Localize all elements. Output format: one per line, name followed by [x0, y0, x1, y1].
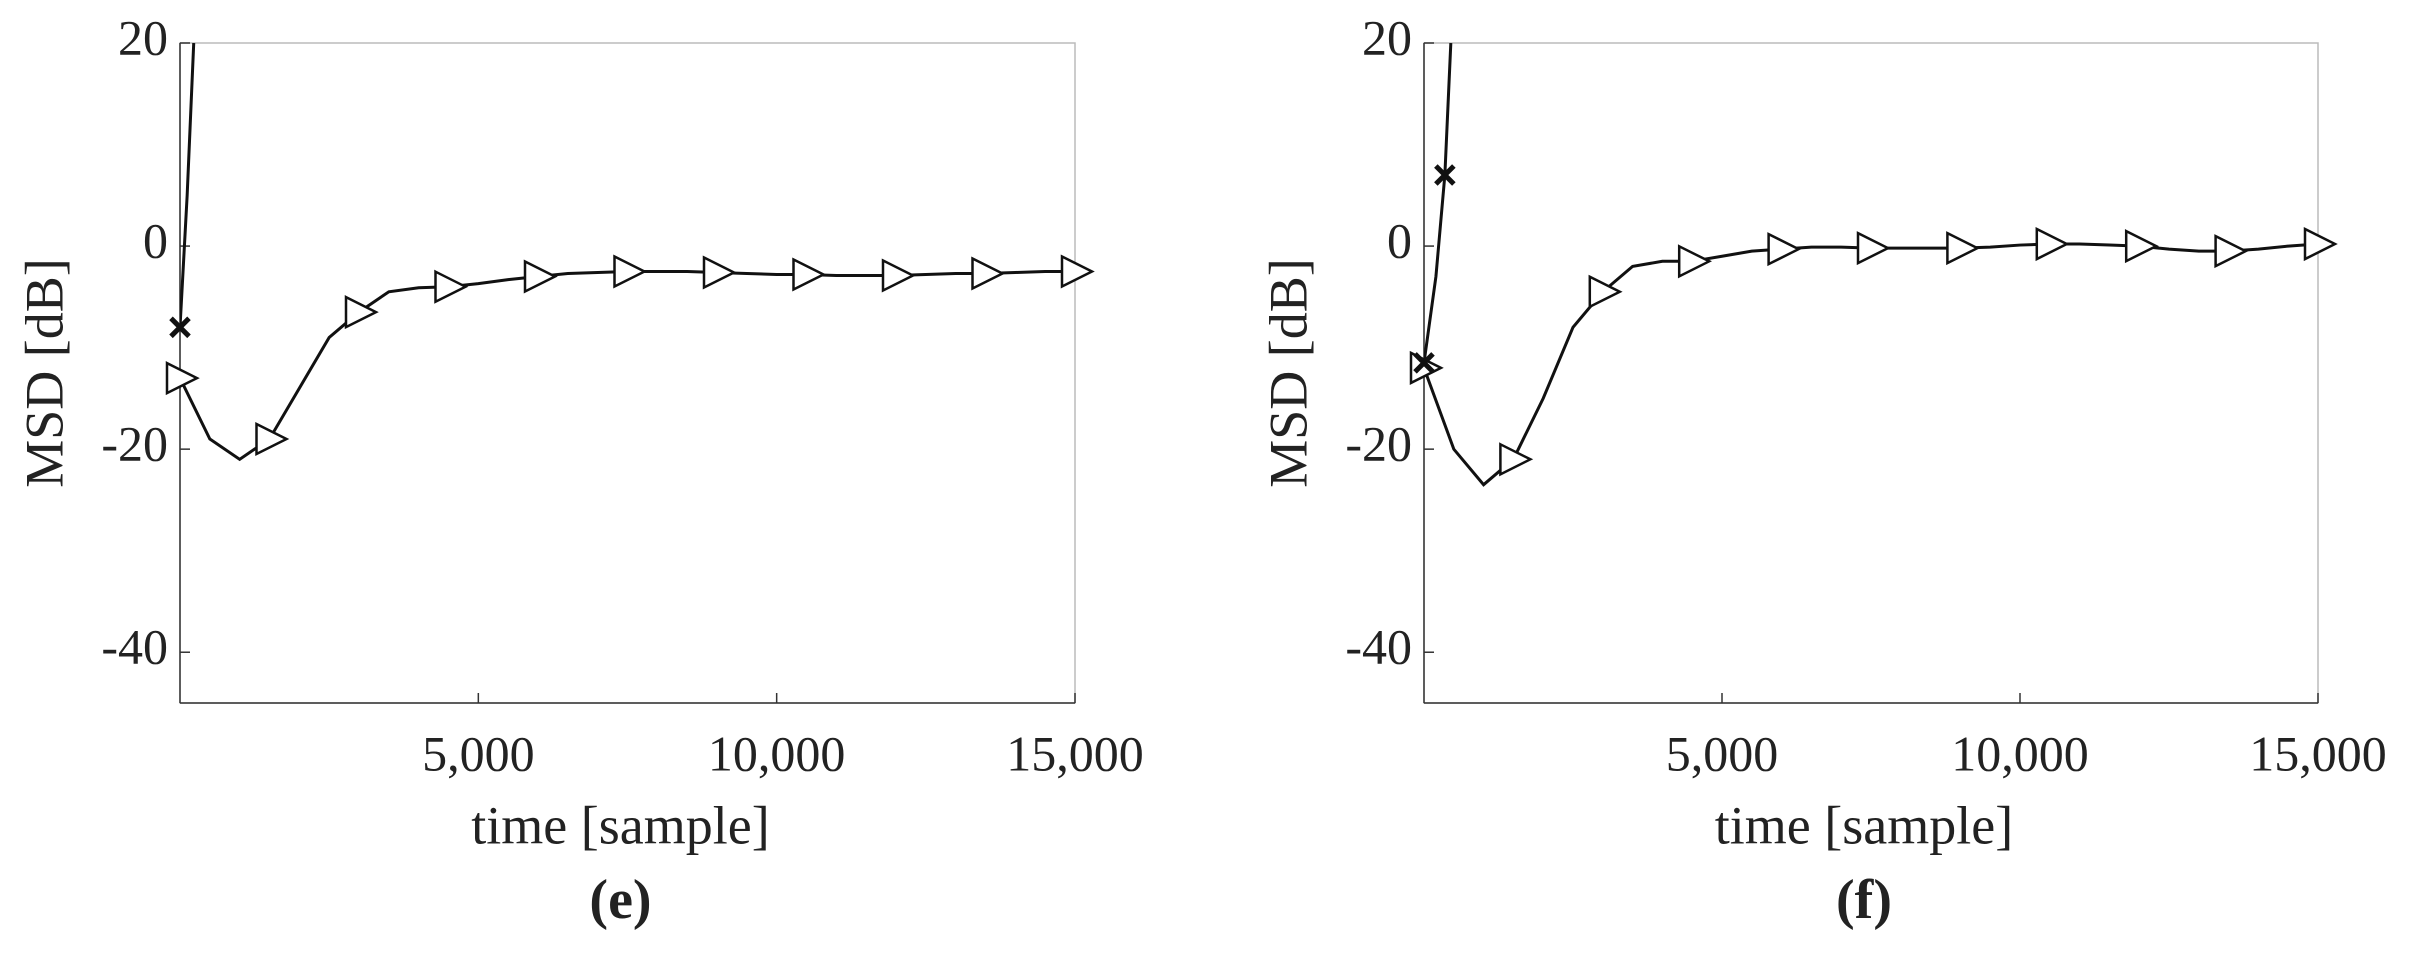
triangle-marker — [1499, 442, 1534, 477]
y-tick-label: 0 — [1387, 213, 1412, 269]
plot-frame — [179, 42, 1076, 704]
x-tick-label: 10,000 — [708, 725, 846, 781]
series-line — [1424, 242, 2318, 487]
triangle-marker — [702, 255, 737, 290]
x-axis-label: time [sample] — [1715, 795, 2013, 855]
triangle-marker — [165, 361, 200, 396]
chart-panel: -40 -20 0 20 5,000 10,000 15,000 time [sample] M… — [1258, 9, 2386, 930]
cross-marker — [169, 316, 191, 339]
triangle-marker — [881, 258, 916, 293]
triangle-marker — [1588, 274, 1623, 309]
y-tick-label: -20 — [1345, 416, 1412, 472]
y-tick-label: 0 — [143, 213, 168, 269]
y-tick-label: -20 — [101, 416, 168, 472]
triangle-marker — [1946, 231, 1981, 266]
y-tick-label: 20 — [118, 9, 168, 65]
y-tick-label: -40 — [1345, 619, 1412, 675]
triangle-marker — [613, 254, 648, 289]
y-tick-label: -40 — [101, 619, 168, 675]
triangle-marker — [523, 259, 558, 294]
y-tick-label: 20 — [1362, 9, 1412, 65]
triangle-marker — [971, 256, 1006, 291]
triangle-marker — [1856, 231, 1891, 266]
triangle-marker — [2124, 229, 2159, 264]
x-tick-label: 15,000 — [2249, 725, 2387, 781]
series-line — [180, 269, 1075, 462]
triangle-marker — [2035, 227, 2070, 262]
x-tick-label: 5,000 — [422, 725, 535, 781]
triangle-marker — [1060, 254, 1095, 289]
series-line — [180, 43, 196, 328]
triangle-marker — [255, 421, 290, 457]
chart-panel: -40 -20 0 20 5,000 10,000 15,000 time [sample] M… — [14, 9, 1143, 930]
triangle-marker — [344, 295, 379, 330]
caption: (f) — [1836, 869, 1892, 931]
caption: (e) — [589, 869, 651, 931]
triangle-marker — [792, 257, 827, 292]
triangle-marker — [2303, 227, 2338, 262]
plot-frame — [1423, 42, 2319, 704]
triangle-marker — [434, 269, 469, 304]
cross-marker — [1413, 352, 1435, 374]
y-axis-label: MSD [dB] — [1258, 258, 1318, 488]
y-axis-label: MSD [dB] — [14, 258, 74, 488]
x-tick-label: 10,000 — [1951, 725, 2089, 781]
cross-marker — [1434, 164, 1456, 186]
triangle-marker — [1677, 244, 1712, 279]
triangle-marker — [2214, 234, 2249, 269]
x-tick-label: 5,000 — [1666, 725, 1779, 781]
series-line — [1424, 43, 1453, 364]
x-tick-label: 15,000 — [1006, 725, 1144, 781]
x-axis-label: time [sample] — [471, 795, 769, 855]
triangle-marker — [1767, 232, 1802, 267]
